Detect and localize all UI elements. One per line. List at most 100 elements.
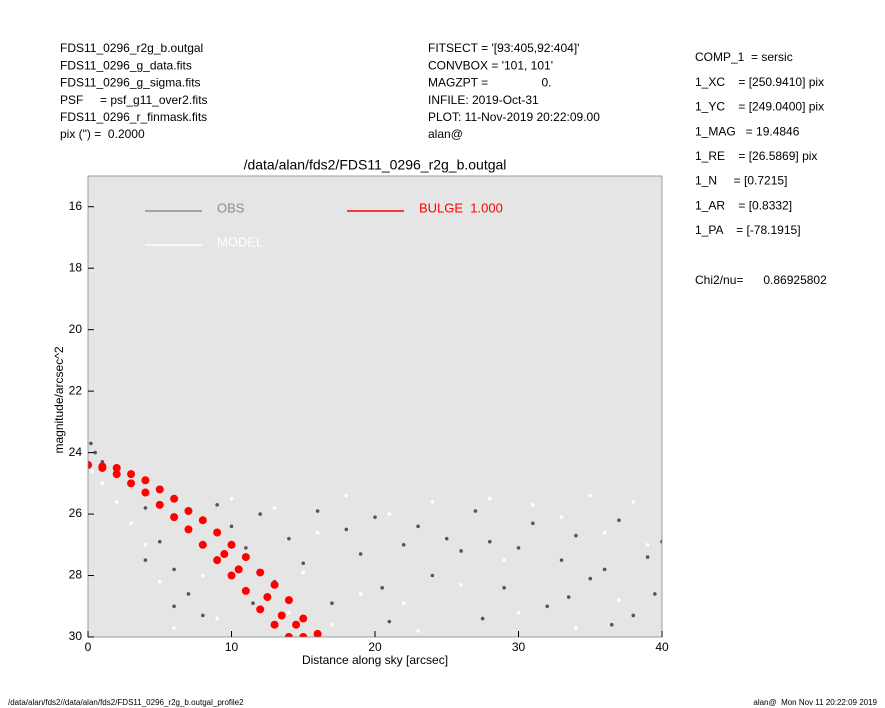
point (588, 493, 593, 498)
point (213, 556, 222, 565)
plot-background (88, 176, 662, 637)
point (284, 633, 293, 637)
point (660, 539, 662, 544)
point (201, 613, 205, 618)
chi2: Chi2/nu= 0.86925802 (695, 273, 827, 287)
point (459, 549, 463, 553)
point (358, 552, 363, 556)
header-left-line: pix (") = 0.2000 (60, 127, 145, 141)
point (645, 555, 650, 559)
header-middle-line: INFILE: 2019-Oct-31 (428, 93, 539, 107)
point (617, 598, 621, 602)
point (299, 614, 308, 623)
header-right-line: 1_N = [0.7215] (695, 174, 787, 188)
point (401, 543, 406, 547)
point (155, 485, 164, 494)
point (516, 546, 521, 550)
point (270, 620, 279, 629)
header-right-line: 1_YC = [249.0400] pix (695, 100, 824, 114)
point (284, 596, 293, 605)
legend-label: MODEL (217, 234, 263, 249)
point (234, 565, 243, 574)
y-tick-label: 30 (69, 629, 83, 643)
point (588, 576, 593, 581)
point (143, 506, 148, 510)
point (602, 567, 607, 572)
y-axis-label: magnitude/arcsec^2 (52, 346, 66, 453)
point (90, 469, 95, 473)
point (141, 488, 150, 497)
y-tick-label: 22 (69, 383, 83, 397)
point (172, 567, 176, 572)
y-tick-label: 28 (69, 568, 83, 582)
header-right-line: 1_PA = [-78.1915] (695, 223, 801, 237)
point (186, 592, 191, 596)
point (488, 496, 492, 501)
point (129, 521, 133, 526)
point (227, 571, 236, 580)
point (430, 499, 435, 504)
point (531, 503, 535, 507)
point (602, 530, 607, 535)
point (358, 592, 363, 596)
header-middle-line: FITSECT = '[93:405,92:404]' (428, 41, 579, 55)
point (344, 493, 349, 498)
point (229, 524, 234, 529)
point (270, 580, 279, 589)
y-tick-label: 20 (69, 322, 83, 336)
point (502, 586, 506, 590)
point (143, 558, 148, 562)
y-tick-label: 18 (69, 260, 83, 274)
header-left-line: FDS11_0296_r2g_b.outgal (60, 41, 203, 55)
point (251, 601, 255, 605)
point (617, 518, 621, 523)
header-middle-line: CONVBOX = '101, 101' (428, 58, 553, 72)
point (516, 610, 521, 615)
point (157, 579, 162, 584)
point (170, 513, 179, 522)
point (330, 622, 334, 627)
point (387, 512, 392, 516)
point (170, 494, 179, 503)
header-middle-line: alan@ (428, 127, 463, 141)
point (459, 582, 463, 587)
footer-left: /data/alan/fds2//data/alan/fds2/FDS11_02… (8, 698, 244, 707)
point (272, 506, 277, 510)
y-tick-label: 24 (69, 445, 83, 459)
point (220, 550, 229, 559)
point (88, 460, 92, 469)
point (287, 610, 291, 615)
header-left-line: FDS11_0296_r_finmask.fits (60, 110, 207, 124)
header-left-line: PSF = psf_g11_over2.fits (60, 93, 208, 107)
y-tick-label: 26 (69, 506, 83, 520)
point (213, 528, 222, 537)
point (114, 499, 119, 504)
point (473, 509, 478, 513)
x-tick-label: 0 (85, 640, 92, 654)
header-right-line: COMP_1 = sersic (695, 50, 793, 64)
point (480, 616, 485, 621)
point (292, 620, 301, 629)
point (215, 503, 219, 507)
legend-label: BULGE 1.000 (419, 200, 503, 215)
header-left-line: FDS11_0296_g_sigma.fits (60, 76, 201, 90)
point (344, 527, 349, 532)
header-left-line: FDS11_0296_g_data.fits (60, 58, 192, 72)
point (263, 593, 272, 602)
x-tick-label: 10 (225, 640, 239, 654)
point (127, 470, 136, 479)
x-tick-label: 20 (368, 640, 382, 654)
point (502, 558, 506, 562)
legend-label: OBS (217, 200, 245, 215)
point (229, 496, 234, 501)
point (244, 546, 248, 550)
point (315, 530, 320, 535)
point (143, 543, 148, 547)
point (559, 558, 564, 562)
point (315, 509, 320, 513)
point (574, 533, 578, 538)
point (256, 605, 265, 614)
point (287, 536, 291, 541)
point (299, 633, 308, 637)
